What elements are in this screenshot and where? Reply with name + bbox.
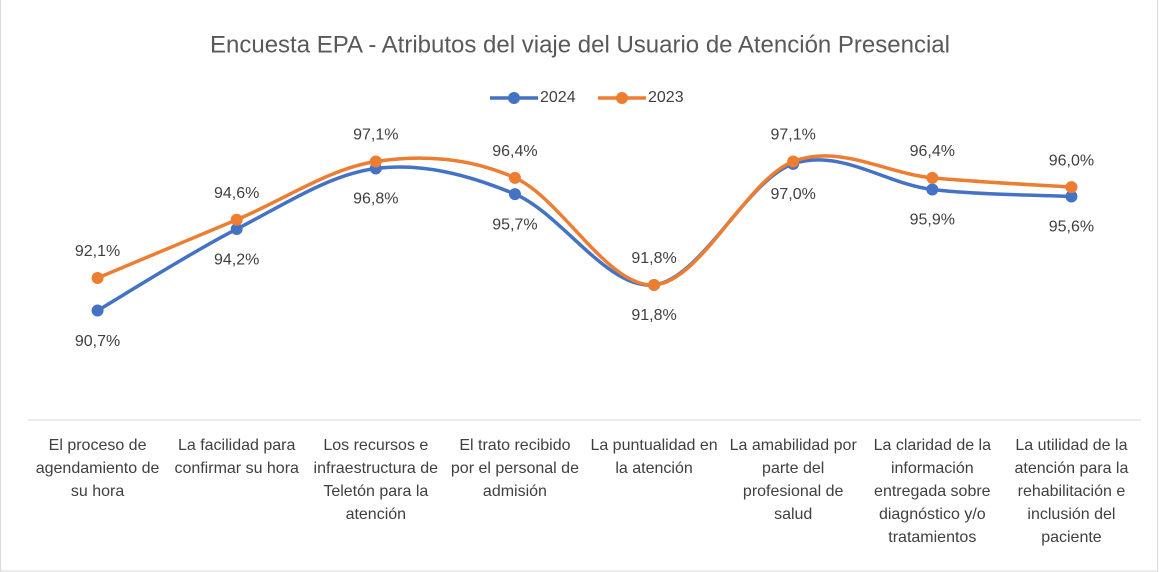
data-label: 91,8%	[631, 250, 676, 267]
x-tick-label-line: tratamientos	[888, 529, 976, 546]
data-label: 95,9%	[910, 212, 955, 229]
x-tick-label-line: agendamiento de	[36, 460, 160, 477]
x-tick-label-line: entregada sobre	[874, 483, 991, 500]
data-label: 92,1%	[75, 243, 120, 260]
legend-label: 2023	[648, 89, 684, 106]
series-line	[96, 154, 1072, 287]
data-label: 91,8%	[631, 307, 676, 324]
x-tick-label-line: profesional de	[743, 483, 844, 500]
x-tick-label-line: rehabilitación e	[1018, 483, 1126, 500]
x-tick-label-line: infraestructura de	[314, 460, 439, 477]
point	[926, 171, 939, 184]
x-tick-label-line: la atención	[615, 460, 692, 477]
legend-label: 2024	[540, 89, 576, 106]
x-tick-label-line: La utilidad de la	[1015, 437, 1127, 454]
x-tick-label-line: atención para la	[1015, 460, 1129, 477]
chart-title: Encuesta EPA - Atributos del viaje del U…	[210, 31, 950, 58]
point	[230, 213, 243, 226]
x-tick-label-line: confirmar su hora	[174, 460, 299, 477]
x-tick-label-line: El proceso de	[49, 437, 147, 454]
data-label: 96,0%	[1049, 152, 1094, 169]
legend-marker	[616, 92, 628, 104]
x-tick-label-line: El trato recibido	[459, 437, 570, 454]
point	[787, 155, 800, 168]
data-label: 96,4%	[492, 143, 537, 160]
x-tick-label-line: La claridad de la	[874, 437, 992, 454]
data-label: 96,4%	[910, 143, 955, 160]
x-tick-label: La amabilidad por parte del profesional de…	[730, 437, 858, 523]
x-tick-label-line: atención	[346, 506, 407, 523]
x-tick-label-line: Teletón para la	[323, 483, 428, 500]
data-label: 97,1%	[771, 127, 816, 144]
point	[926, 183, 939, 196]
data-label: 96,8%	[353, 191, 398, 208]
point	[648, 278, 661, 291]
data-label: 97,1%	[353, 127, 398, 144]
x-tick-label-line: La amabilidad por	[730, 437, 858, 454]
x-tick-label-line: admisión	[483, 483, 547, 500]
x-tick-label-line: paciente	[1041, 529, 1102, 546]
point	[1065, 181, 1078, 194]
data-label: 95,7%	[492, 216, 537, 233]
x-tick-label-line: su hora	[71, 483, 124, 500]
x-tick-label-line: inclusión del	[1027, 506, 1115, 523]
point	[91, 304, 104, 317]
point	[508, 188, 521, 201]
x-tick-label: El trato recibido por el personal de admis…	[451, 437, 579, 500]
point	[230, 223, 243, 236]
x-tick-label-line: parte del	[762, 460, 824, 477]
data-label: 90,7%	[75, 333, 120, 350]
point	[508, 171, 521, 184]
data-label: 95,6%	[1049, 219, 1094, 236]
x-tick-label-line: Los recursos e	[323, 437, 428, 454]
point	[1065, 190, 1078, 203]
x-tick-label: La puntualidad en la atención	[590, 437, 717, 477]
x-tick-label-line: información	[891, 460, 974, 477]
x-tick-label: La utilidad de la atención para la rehabil…	[1015, 437, 1129, 546]
x-tick-label: El proceso de agendamiento de su hora	[36, 437, 160, 500]
x-tick-label-line: diagnóstico y/o	[879, 506, 986, 523]
data-label: 97,0%	[771, 186, 816, 203]
x-tick-label-line: por el personal de	[451, 460, 579, 477]
x-tick-label-line: La puntualidad en	[590, 437, 717, 454]
data-label: 94,2%	[214, 251, 259, 268]
series-line	[96, 158, 1072, 313]
x-tick-label-line: salud	[774, 506, 812, 523]
point	[91, 271, 104, 284]
data-label: 94,6%	[214, 185, 259, 202]
legend-marker	[508, 92, 520, 104]
point	[369, 155, 382, 168]
x-tick-label: La facilidad para confirmar su hora	[174, 437, 299, 477]
x-tick-label-line: La facilidad para	[178, 437, 296, 454]
x-tick-label: La claridad de la información entregada so…	[874, 437, 992, 546]
x-tick-label: Los recursos e infraestructura de Teletón …	[314, 437, 439, 523]
